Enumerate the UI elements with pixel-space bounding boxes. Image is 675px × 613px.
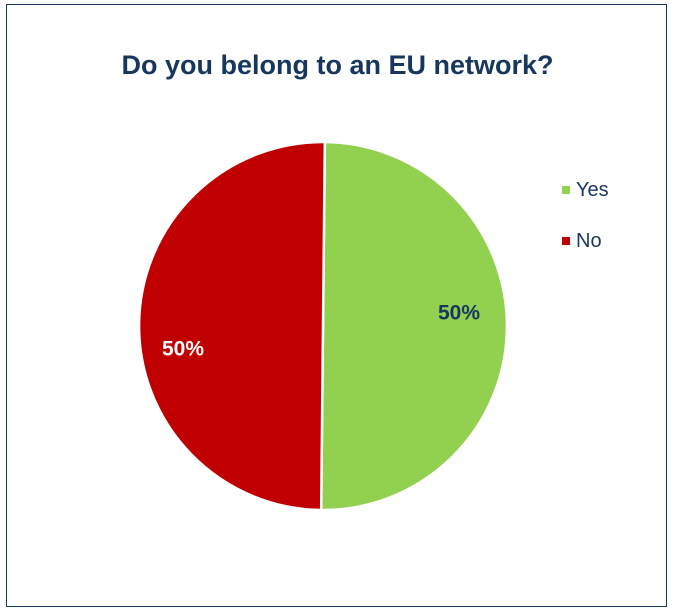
legend-swatch-yes [562, 186, 570, 194]
data-label-no: 50% [162, 338, 204, 361]
data-label-yes: 50% [438, 302, 480, 325]
legend: Yes No [562, 176, 609, 278]
legend-item-yes: Yes [562, 176, 609, 204]
chart-title: Do you belong to an EU network? [121, 50, 554, 80]
legend-label-no: No [576, 229, 602, 252]
pie-slice-no [137, 140, 327, 512]
legend-label-yes: Yes [576, 178, 609, 201]
legend-item-no: No [562, 227, 609, 255]
legend-swatch-no [562, 237, 570, 245]
pie-slice-yes [319, 140, 509, 512]
